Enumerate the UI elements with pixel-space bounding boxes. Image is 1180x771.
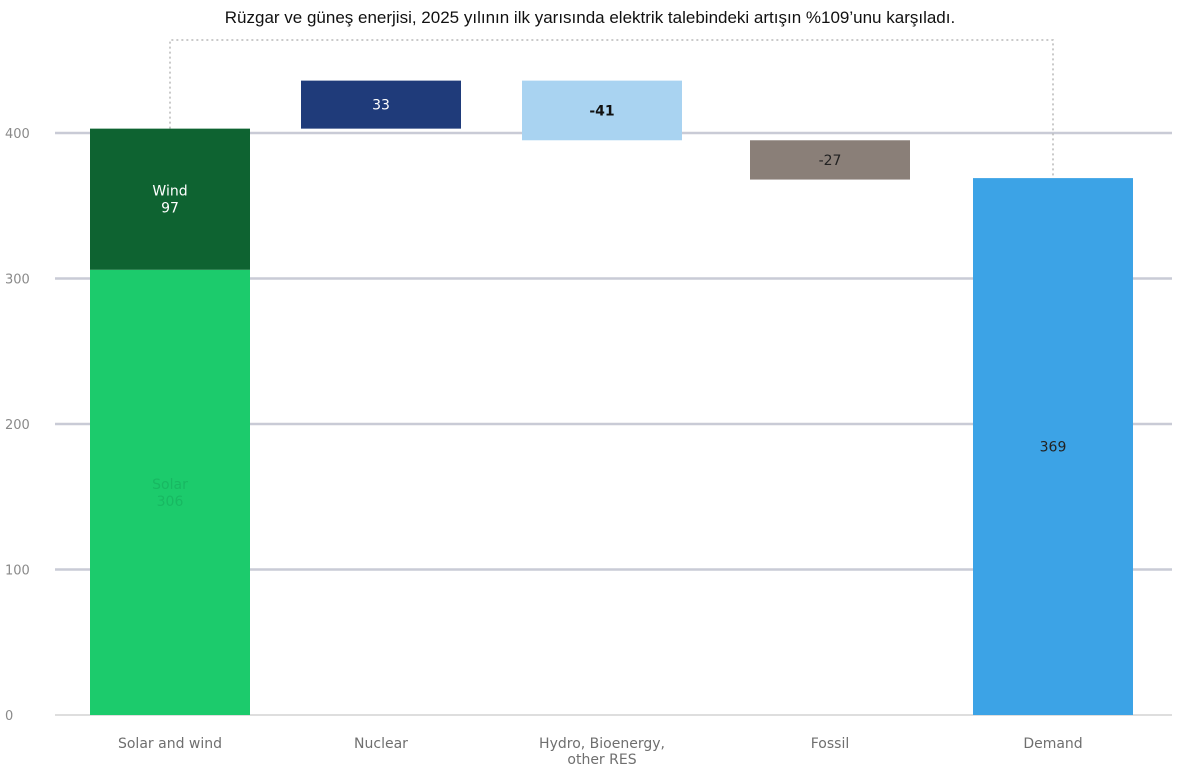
y-tick-label: 100 bbox=[5, 564, 30, 579]
bar-data-label: -41 bbox=[589, 103, 614, 119]
x-category-label: Fossil bbox=[811, 736, 850, 752]
bar-data-label: Solar bbox=[152, 477, 188, 493]
y-tick-label: 300 bbox=[5, 273, 30, 288]
bar-data-label: 369 bbox=[1040, 440, 1067, 456]
x-category-label: Hydro, Bioenergy, bbox=[539, 736, 665, 752]
chart-title: Rüzgar ve güneş enerjisi, 2025 yılının i… bbox=[224, 8, 956, 27]
y-tick-label: 0 bbox=[5, 709, 13, 724]
bar-data-label: Wind bbox=[152, 184, 187, 200]
bar--27 bbox=[750, 140, 910, 180]
bar-data-label: 97 bbox=[161, 201, 179, 217]
bar-33 bbox=[301, 80, 461, 129]
bar-solar bbox=[90, 269, 250, 715]
bar-data-label: -27 bbox=[819, 153, 842, 169]
bar--41 bbox=[522, 80, 682, 141]
bar-369 bbox=[973, 178, 1133, 716]
bar-data-label: 33 bbox=[372, 98, 390, 114]
x-category-label: Demand bbox=[1023, 736, 1082, 752]
x-category-label: Nuclear bbox=[354, 736, 408, 752]
y-tick-label: 200 bbox=[5, 418, 30, 433]
total-bracket-line bbox=[169, 39, 1054, 179]
x-category-label: other RES bbox=[567, 752, 636, 768]
bar-data-label: 306 bbox=[157, 494, 184, 510]
x-category-label: Solar and wind bbox=[118, 736, 222, 752]
bar-wind bbox=[90, 128, 250, 270]
y-tick-label: 400 bbox=[5, 127, 30, 142]
